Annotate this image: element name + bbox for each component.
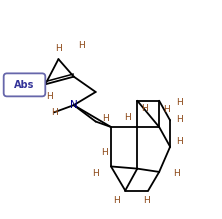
Text: H: H <box>177 115 183 124</box>
Text: H: H <box>92 168 98 178</box>
Text: H: H <box>113 196 119 205</box>
Text: Abs: Abs <box>14 80 35 90</box>
Text: H: H <box>173 168 180 178</box>
FancyBboxPatch shape <box>4 73 45 96</box>
Text: H: H <box>143 196 149 205</box>
Text: H: H <box>101 148 108 157</box>
Text: H: H <box>46 92 52 101</box>
Text: H: H <box>177 98 183 108</box>
Text: H: H <box>51 108 57 117</box>
Text: H: H <box>142 104 148 113</box>
Text: H: H <box>177 137 183 146</box>
Text: H: H <box>55 44 62 53</box>
Text: H: H <box>78 41 85 51</box>
Text: H: H <box>124 113 131 122</box>
Text: H: H <box>102 114 109 123</box>
Text: N: N <box>70 100 78 110</box>
Text: H: H <box>163 105 170 114</box>
